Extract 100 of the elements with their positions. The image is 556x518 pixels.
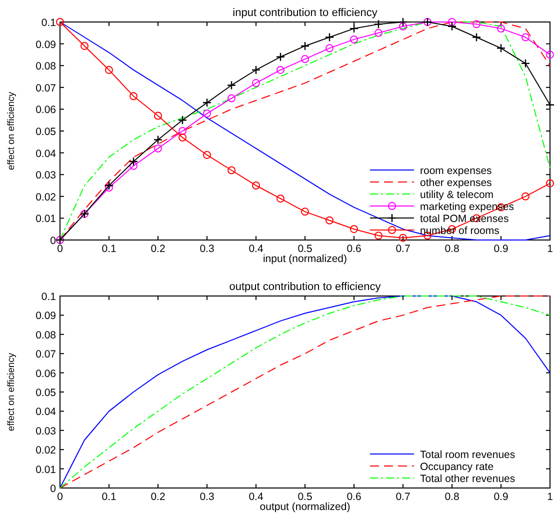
point: [226, 80, 236, 90]
point: [546, 179, 554, 188]
x-tick-label: 0.8: [444, 243, 460, 255]
point: [154, 144, 162, 152]
x-tick-label: 0.3: [200, 491, 214, 503]
point: [251, 65, 261, 75]
x-tick-label: 0.4: [248, 243, 264, 255]
x-axis-title: input (normalized): [262, 253, 348, 265]
x-tick-label: 0.5: [298, 243, 312, 255]
point: [301, 55, 309, 64]
point: [374, 20, 384, 29]
y-tick-label: 0.02: [36, 191, 56, 204]
point: [178, 116, 188, 125]
point: [374, 232, 382, 240]
point: [374, 28, 382, 37]
point: [497, 24, 505, 33]
point: [252, 182, 260, 190]
point: [178, 134, 186, 142]
point: [350, 225, 358, 234]
point: [349, 24, 359, 34]
legend-label: Total room revenues: [420, 449, 516, 461]
x-tick-label: 0.2: [150, 491, 166, 503]
y-tick-label: 0.1: [41, 291, 56, 303]
point: [350, 35, 358, 44]
point: [56, 18, 64, 26]
y-axis-title: effect on efficiency: [6, 352, 17, 432]
legend-label: Occupancy rate: [420, 461, 494, 473]
y-tick-label: 0.07: [36, 348, 56, 361]
y-tick-label: 0.02: [36, 444, 56, 457]
point: [522, 192, 530, 200]
y-tick-label: 0.07: [36, 82, 56, 94]
chart-title: output contribution to efficiency: [229, 281, 382, 293]
point: [399, 234, 407, 242]
legend-label: Total other revenues: [420, 473, 516, 485]
x-axis-title: output (normalized): [260, 501, 350, 513]
y-tick-label: 0.06: [36, 368, 56, 380]
x-tick-label: 0.1: [102, 243, 116, 255]
y-tick-label: 0.1: [41, 17, 56, 29]
point: [276, 66, 284, 74]
point: [545, 100, 555, 110]
x-tick-label: 0.3: [200, 243, 214, 255]
point: [202, 98, 212, 108]
y-tick-label: 0.04: [36, 148, 56, 160]
y-tick-label: 0.08: [36, 60, 56, 73]
legend-label: other expenses: [420, 177, 492, 189]
y-tick-label: 0.01: [36, 464, 56, 476]
x-tick-label: 0.7: [396, 491, 410, 503]
point: [300, 41, 310, 51]
point: [522, 33, 530, 42]
y-axis-title: effect on efficiency: [6, 92, 17, 170]
point: [105, 184, 113, 192]
point: [252, 79, 260, 88]
point: [130, 162, 138, 170]
point: [203, 110, 211, 118]
y-tick-label: 0: [50, 235, 56, 247]
x-tick-label: 0.7: [396, 243, 410, 255]
y-tick-label: 0.04: [36, 406, 56, 418]
y-tick-label: 0.09: [36, 38, 56, 51]
x-tick-label: 0.5: [298, 491, 312, 503]
legend-label: utility & telecom: [420, 189, 494, 201]
line-series: [60, 296, 550, 488]
point: [326, 44, 334, 52]
point: [472, 20, 480, 28]
point: [228, 166, 236, 174]
chart-title: input contribution to efficiency: [232, 7, 378, 19]
x-tick-label: 0.6: [346, 491, 362, 503]
point: [398, 17, 408, 27]
x-tick-label: 0.6: [346, 243, 362, 255]
x-tick-label: 0.1: [102, 491, 116, 503]
point: [203, 150, 211, 159]
point: [301, 208, 309, 216]
point: [104, 180, 114, 190]
point: [448, 18, 456, 26]
x-tick-label: 0.2: [150, 243, 166, 255]
x-tick-label: 0.8: [444, 491, 460, 503]
point: [154, 112, 162, 120]
point: [546, 50, 554, 59]
y-tick-label: 0.05: [36, 387, 56, 399]
x-tick-label: 1: [547, 491, 554, 503]
y-tick-label: 0.06: [36, 104, 56, 116]
point: [447, 22, 457, 31]
point: [80, 42, 88, 50]
point: [496, 44, 506, 53]
x-tick-label: 0.9: [494, 243, 508, 255]
point: [472, 32, 482, 42]
point: [130, 92, 138, 100]
point: [520, 58, 530, 68]
point: [276, 194, 284, 203]
point: [228, 94, 236, 102]
legend-label: room expenses: [420, 165, 492, 177]
x-tick-label: 0.4: [248, 491, 264, 503]
x-tick-label: 0.9: [494, 491, 508, 503]
point: [178, 127, 186, 135]
y-tick-label: 0.05: [36, 126, 56, 138]
y-tick-label: 0.03: [36, 425, 56, 438]
y-tick-label: 0.08: [36, 329, 56, 342]
point: [128, 156, 138, 166]
y-tick-label: 0.03: [36, 170, 56, 182]
point: [276, 52, 286, 62]
point: [105, 66, 113, 74]
